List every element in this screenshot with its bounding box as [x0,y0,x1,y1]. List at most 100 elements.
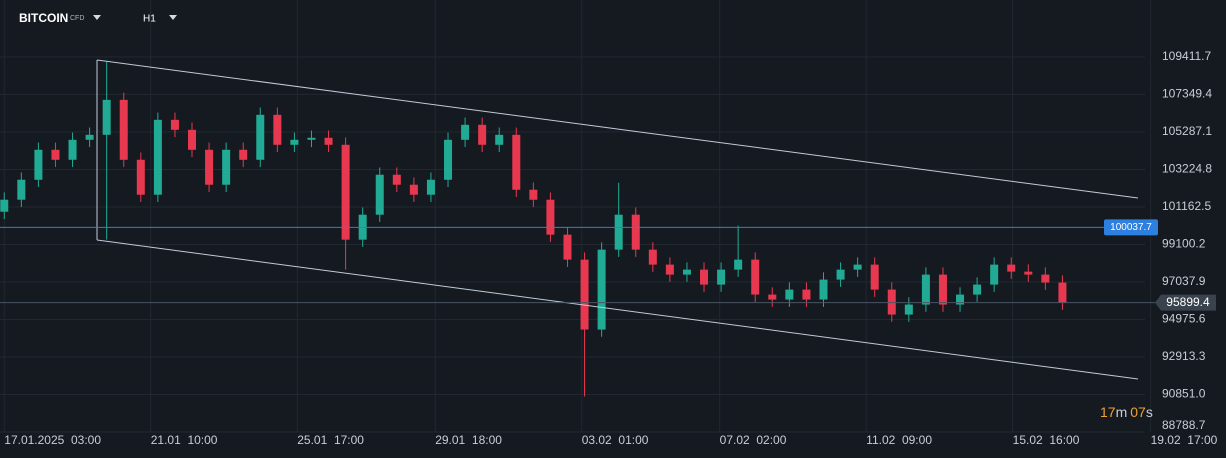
symbol-dropdown[interactable] [93,15,101,20]
last-price-box [1155,294,1216,311]
candle-body [290,139,299,145]
candle-body [512,134,521,190]
x-tick-label: 07.02 02:00 [720,433,787,447]
candle-body [307,137,316,140]
countdown: 17m 07s [1100,404,1153,420]
candle-body [938,274,947,305]
candle-body [734,259,743,270]
x-tick-label: 03.02 01:00 [582,433,649,447]
countdown-minutes-unit: m [1116,404,1128,420]
y-tick-label: 88788.7 [1162,418,1206,432]
candle-body [222,149,231,185]
x-tick-label: 25.01 17:00 [297,433,364,447]
candle-body [34,149,43,180]
x-tick-label: 11.02 09:00 [866,433,932,447]
candle-body [648,249,657,265]
candle-body [700,269,709,285]
candle-body [819,279,828,300]
axes: 109411.7 107349.4 105287.1 103224.8 101162.5… [4,49,1217,447]
levels: 100037.7 95899.4 [0,219,1216,311]
candle-body [973,284,982,295]
countdown-seconds: 07 [1130,404,1146,420]
candle-body [614,214,623,250]
candle-body [529,189,538,200]
candles [0,61,1067,397]
candle-body [51,149,60,160]
candle-body [597,249,606,330]
candle-body [1007,264,1016,272]
instrument: CFD [70,15,84,22]
y-tick-label: 99100.2 [1162,237,1206,251]
candle-body [836,269,845,280]
candle-body [870,264,879,290]
candle-body [990,264,999,285]
y-tick-label: 101162.5 [1162,199,1211,213]
x-tick-label: 15.02 16:00 [1013,433,1080,447]
candle-body [409,184,418,195]
last-price-label: 95899.4 [1166,295,1210,309]
y-tick-label: 92913.3 [1162,349,1206,363]
x-tick-label: 17.01.2025 03:00 [4,433,101,447]
candle-body [341,144,350,240]
countdown-minutes: 17 [1100,404,1116,420]
candle-body [1058,282,1067,303]
trend-line-upper [96,59,1139,199]
candle-body [665,264,674,275]
trend-line-lower [96,239,1139,380]
y-tick-label: 105287.1 [1162,124,1212,138]
candle-body [17,179,26,200]
timeframe-dropdown[interactable] [169,15,177,20]
y-tick-label: 94975.6 [1162,312,1206,326]
candle-body [802,289,811,300]
candle-body [324,137,333,145]
x-tick-label: 29.01 18:00 [435,433,502,447]
candle-body [785,289,794,300]
countdown-seconds-unit: s [1146,404,1153,420]
candle-body [546,199,555,235]
grid [0,0,1152,433]
candle-body [631,214,640,250]
candle-body [170,119,179,130]
candle-body [426,179,435,195]
candle-body [1024,271,1033,275]
candle-body [153,119,162,195]
candle-body [887,289,896,315]
candle-body [85,134,94,140]
symbol[interactable]: BITCOIN [19,11,68,25]
candle-body [478,124,487,145]
candle-body [392,174,401,185]
candle-body [853,264,862,270]
candle-body [751,259,760,295]
candle-body [273,114,282,145]
y-tick-label: 90851.0 [1162,387,1206,401]
x-tick-label: 21.01 10:00 [151,433,218,447]
candle-body [205,149,214,185]
candle-body [102,99,111,135]
candle-body [68,139,77,160]
candle-body [495,134,504,145]
candle-body [580,259,589,330]
level-label: 100037.7 [1110,222,1152,233]
candle-body [461,124,470,140]
candle-body [256,114,265,160]
candle-body [563,234,572,260]
candle-body [956,294,965,305]
candle-body [375,174,384,215]
candle-body [904,304,913,315]
timeframe[interactable]: H1 [143,14,156,25]
x-tick-label: 19.02 17:00 [1151,433,1218,447]
candle-body [768,294,777,300]
candle-body [1041,274,1050,283]
candle-body [136,159,145,195]
candle-body [682,269,691,275]
candle-body [119,99,128,160]
candle-body [239,149,248,160]
level-label-box [1104,219,1158,236]
candle-body [188,129,197,150]
candle-body [717,269,726,285]
trend-channel [96,59,1139,380]
y-tick-label: 97037.9 [1162,274,1206,288]
